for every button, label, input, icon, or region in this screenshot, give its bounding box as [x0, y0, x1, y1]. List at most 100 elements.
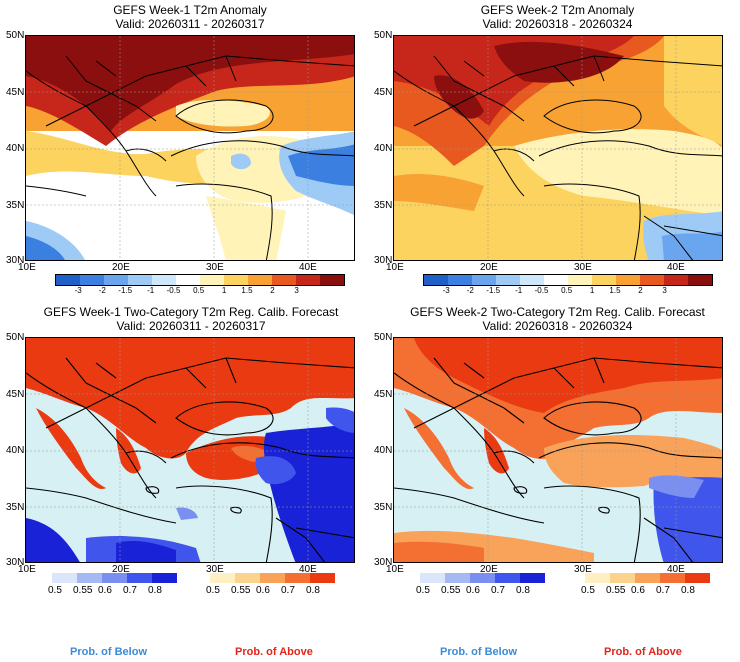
colorbar-swatch: [210, 573, 235, 583]
colorbar-swatch: [688, 275, 712, 285]
lat-label: 40N: [374, 143, 393, 154]
colorbar-tick-label: 2: [638, 286, 643, 295]
colorbar-tick-label: 0.5: [416, 585, 430, 596]
colorbar-swatch: [200, 275, 224, 285]
colorbar-swatch: [127, 573, 152, 583]
colorbar-tick-label: -1: [147, 286, 155, 295]
colorbar-swatch: [296, 275, 320, 285]
lat-label: 40N: [6, 143, 25, 154]
colorbar-swatch: [235, 573, 260, 583]
colorbar-tick-label: 0.8: [306, 585, 320, 596]
colorbar-tick-label: 0.8: [148, 585, 162, 596]
colorbar-tick-label: -1.5: [118, 286, 133, 295]
colorbar-tick-label: 0.8: [681, 585, 695, 596]
colorbar-tick-label: -3: [74, 286, 82, 295]
colorbar-swatch: [585, 573, 610, 583]
lon-label: 20E: [480, 564, 498, 575]
panel-c-title: GEFS Week-1 Two-Category T2m Reg. Calib.…: [43, 305, 339, 333]
colorbar-swatch: [272, 275, 296, 285]
colorbar-swatch: [520, 275, 544, 285]
colorbar-tick-label: 0.5: [193, 286, 205, 295]
lat-label: 50N: [6, 332, 25, 343]
panel-d-title: GEFS Week-2 Two-Category T2m Reg. Calib.…: [410, 305, 705, 333]
colorbar-swatch: [320, 275, 344, 285]
colorbar-tick-label: 0.55: [606, 585, 626, 596]
colorbar-tick-label: 0.5: [561, 286, 573, 295]
prob-below-label: Prob. of Below: [70, 646, 147, 658]
colorbar-tick-label: 3: [662, 286, 667, 295]
colorbar-tick-label: -1: [515, 286, 523, 295]
colorbar-tick-label: 0.8: [516, 585, 530, 596]
colorbar-swatch: [248, 275, 272, 285]
colorbar-swatch: [664, 275, 688, 285]
probability-colorbar: [420, 573, 545, 583]
colorbar-swatch: [104, 275, 128, 285]
lon-label: 30E: [206, 564, 224, 575]
lat-label: 35N: [374, 502, 393, 513]
colorbar-swatch: [310, 573, 335, 583]
lon-label: 40E: [299, 564, 317, 575]
colorbar-tick-label: 0.7: [281, 585, 295, 596]
prob-below-label: Prob. of Below: [440, 646, 517, 658]
probability-colorbar: [210, 573, 335, 583]
probability-colorbar: [52, 573, 177, 583]
lon-label: 20E: [112, 262, 130, 273]
probability-colorbar: [585, 573, 710, 583]
colorbar-tick-label: 0.5: [206, 585, 220, 596]
colorbar-tick-label: 0.6: [466, 585, 480, 596]
colorbar-tick-label: 0.6: [256, 585, 270, 596]
colorbar-tick-label: 3: [294, 286, 299, 295]
prob-above-label: Prob. of Above: [604, 646, 682, 658]
colorbar-swatch: [592, 275, 616, 285]
colorbar-tick-label: -1.5: [486, 286, 501, 295]
lon-label: 10E: [18, 564, 36, 575]
lat-label: 30N: [6, 255, 25, 266]
lat-label: 45N: [6, 389, 25, 400]
colorbar-swatch: [260, 573, 285, 583]
colorbar-tick-label: -2: [466, 286, 474, 295]
lat-label: 35N: [6, 200, 25, 211]
colorbar-swatch: [520, 573, 545, 583]
lon-label: 10E: [386, 262, 404, 273]
colorbar-swatch: [152, 275, 176, 285]
colorbar-tick-label: 0.7: [123, 585, 137, 596]
anomaly-colorbar-week1: [55, 274, 345, 286]
lat-label: 45N: [6, 87, 25, 98]
colorbar-tick-label: 1.5: [241, 286, 253, 295]
colorbar-swatch: [472, 275, 496, 285]
colorbar-swatch: [470, 573, 495, 583]
colorbar-tick-label: -2: [98, 286, 106, 295]
colorbar-swatch: [102, 573, 127, 583]
lon-label: 30E: [574, 564, 592, 575]
colorbar-tick-label: 0.55: [441, 585, 461, 596]
lon-label: 10E: [386, 564, 404, 575]
colorbar-swatch: [56, 275, 80, 285]
colorbar-swatch: [224, 275, 248, 285]
lon-label: 40E: [299, 262, 317, 273]
lon-label: 30E: [206, 262, 224, 273]
lon-label: 10E: [18, 262, 36, 273]
panel-a-title: GEFS Week-1 T2m Anomaly Valid: 20260311 -…: [113, 3, 267, 31]
colorbar-swatch: [568, 275, 592, 285]
colorbar-tick-label: 0.6: [98, 585, 112, 596]
map-panel-week1-probability: [25, 337, 355, 563]
lon-label: 20E: [112, 564, 130, 575]
colorbar-tick-label: 0.7: [656, 585, 670, 596]
colorbar-swatch: [448, 275, 472, 285]
colorbar-swatch: [285, 573, 310, 583]
map-panel-week2-probability: [393, 337, 723, 563]
lat-label: 50N: [6, 30, 25, 41]
lat-label: 35N: [374, 200, 393, 211]
anomaly-colorbar-week2: [423, 274, 713, 286]
lat-label: 30N: [374, 557, 393, 568]
colorbar-swatch: [152, 573, 177, 583]
lat-label: 50N: [374, 332, 393, 343]
lat-label: 30N: [374, 255, 393, 266]
colorbar-swatch: [635, 573, 660, 583]
lat-label: 40N: [6, 445, 25, 456]
map-panel-week2-anomaly: [393, 35, 723, 261]
lon-label: 40E: [667, 564, 685, 575]
colorbar-tick-label: 0.6: [631, 585, 645, 596]
colorbar-tick-label: 0.55: [73, 585, 93, 596]
colorbar-swatch: [610, 573, 635, 583]
